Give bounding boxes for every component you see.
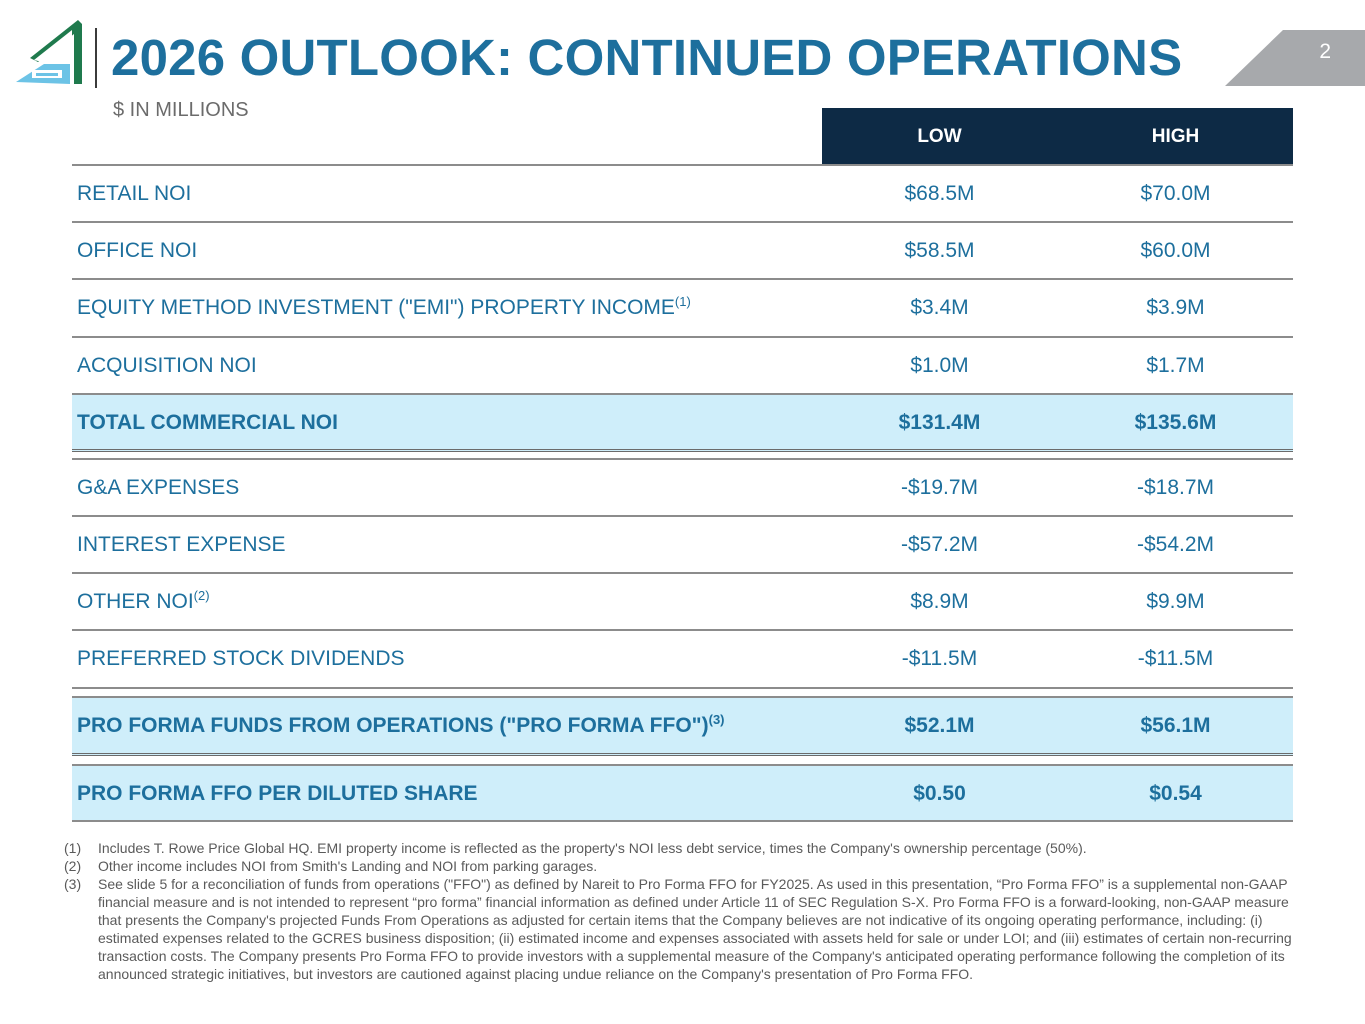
- footnote-ref: (3): [708, 712, 725, 727]
- pro-forma-ffo-row: PRO FORMA FUNDS FROM OPERATIONS ("PRO FO…: [72, 698, 1293, 756]
- low-value: $1.0M: [910, 354, 969, 377]
- footnote: (3) See slide 5 for a reconciliation of …: [64, 875, 1304, 983]
- row-separator: [72, 756, 1293, 764]
- table-row: INTEREST EXPENSE -$57.2M -$54.2M: [72, 517, 1293, 574]
- row-label: INTEREST EXPENSE: [77, 533, 286, 556]
- low-value: $3.4M: [910, 296, 969, 319]
- high-value: -$11.5M: [1137, 647, 1214, 670]
- row-label: ACQUISITION NOI: [77, 354, 257, 377]
- low-value: $68.5M: [904, 182, 975, 205]
- footnote-text: See slide 5 for a reconciliation of fund…: [98, 876, 1292, 982]
- high-value: $1.7M: [1146, 354, 1205, 377]
- table-row: OFFICE NOI $58.5M $60.0M: [72, 223, 1293, 280]
- high-value: -$54.2M: [1136, 533, 1215, 556]
- low-value: $52.1M: [904, 714, 975, 737]
- low-value: -$57.2M: [900, 533, 979, 556]
- footnote-ref: (2): [193, 588, 210, 603]
- low-value: $8.9M: [910, 590, 969, 613]
- high-value: $70.0M: [1140, 182, 1211, 205]
- header-background: [822, 108, 1293, 166]
- row-label: TOTAL COMMERCIAL NOI: [77, 411, 338, 434]
- footnote-text: Other income includes NOI from Smith's L…: [98, 858, 598, 874]
- row-label: OFFICE NOI: [77, 239, 198, 262]
- page-title: 2026 OUTLOOK: CONTINUED OPERATIONS: [111, 29, 1183, 86]
- low-value: -$11.5M: [901, 647, 978, 670]
- footnote-number: (1): [64, 840, 82, 856]
- footnote-number: (3): [64, 876, 82, 892]
- low-value: $58.5M: [904, 239, 975, 262]
- total-commercial-noi-row: TOTAL COMMERCIAL NOI $131.4M $135.6M: [72, 395, 1293, 452]
- logo-divider: [95, 28, 97, 88]
- footnotes: (1) Includes T. Rowe Price Global HQ. EM…: [64, 839, 1304, 983]
- row-separator: [72, 452, 1293, 460]
- ffo-per-share-row: PRO FORMA FFO PER DILUTED SHARE $0.50 $0…: [72, 764, 1293, 822]
- table-row: EQUITY METHOD INVESTMENT ("EMI") PROPERT…: [72, 280, 1293, 338]
- row-separator: [72, 689, 1293, 698]
- row-label: PREFERRED STOCK DIVIDENDS: [77, 647, 405, 670]
- table-row: ACQUISITION NOI $1.0M $1.7M: [72, 338, 1293, 395]
- table-row: OTHER NOI(2) $8.9M $9.9M: [72, 574, 1293, 631]
- high-value: $56.1M: [1140, 714, 1211, 737]
- high-value: $60.0M: [1140, 239, 1211, 262]
- footnote-number: (2): [64, 858, 82, 874]
- row-label: EQUITY METHOD INVESTMENT ("EMI") PROPERT…: [77, 294, 691, 319]
- high-value: $0.54: [1149, 782, 1202, 805]
- high-value: $135.6M: [1134, 411, 1217, 434]
- page-number-tab: [1225, 30, 1365, 86]
- page-subtitle: $ IN MILLIONS: [113, 99, 249, 121]
- page-number: 2: [1319, 40, 1331, 63]
- low-value: $131.4M: [898, 411, 981, 434]
- table-row: RETAIL NOI $68.5M $70.0M: [72, 166, 1293, 223]
- column-header-low: LOW: [917, 126, 962, 147]
- footnote: (1) Includes T. Rowe Price Global HQ. EM…: [64, 839, 1304, 857]
- high-value: $3.9M: [1146, 296, 1205, 319]
- row-label: OTHER NOI(2): [77, 588, 210, 613]
- row-label: G&A EXPENSES: [77, 476, 240, 499]
- header-divider: [72, 164, 1293, 166]
- outlook-table: LOW HIGH RETAIL NOI $68.5M $70.0M OFFICE…: [72, 108, 1293, 822]
- footnote-text: Includes T. Rowe Price Global HQ. EMI pr…: [98, 840, 1087, 856]
- low-value: $0.50: [913, 782, 966, 805]
- footnote-ref: (1): [674, 294, 691, 309]
- high-value: -$18.7M: [1136, 476, 1215, 499]
- row-label: PRO FORMA FUNDS FROM OPERATIONS ("PRO FO…: [77, 712, 725, 737]
- table-row: PREFERRED STOCK DIVIDENDS -$11.5M -$11.5…: [72, 631, 1293, 689]
- low-value: -$19.7M: [900, 476, 979, 499]
- row-label: RETAIL NOI: [77, 182, 192, 205]
- table-header: LOW HIGH: [72, 108, 1293, 166]
- company-logo: [14, 18, 86, 88]
- table-row: G&A EXPENSES -$19.7M -$18.7M: [72, 460, 1293, 517]
- column-header-high: HIGH: [1151, 126, 1200, 147]
- high-value: $9.9M: [1146, 590, 1205, 613]
- row-label: PRO FORMA FFO PER DILUTED SHARE: [77, 782, 478, 805]
- footnote: (2) Other income includes NOI from Smith…: [64, 857, 1304, 875]
